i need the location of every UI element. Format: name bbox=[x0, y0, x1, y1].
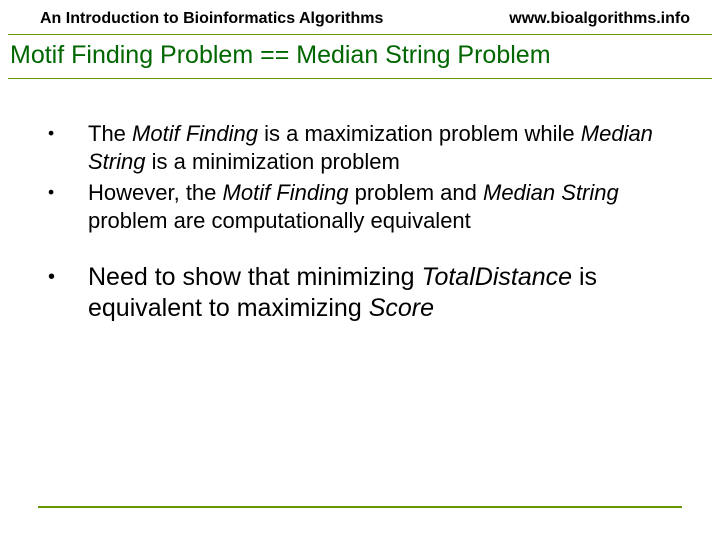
bullet-item: The Motif Finding is a maximization prob… bbox=[30, 120, 690, 175]
bullet-run: Score bbox=[369, 294, 434, 322]
bullet-item: Need to show that minimizing TotalDistan… bbox=[30, 262, 690, 325]
bullet-run: TotalDistance bbox=[421, 263, 572, 291]
bullet-run: problem are computationally equivalent bbox=[88, 208, 471, 233]
bullet-list: The Motif Finding is a maximization prob… bbox=[30, 120, 690, 325]
bullet-run: Motif Finding bbox=[223, 180, 349, 205]
bullet-run: Motif Finding bbox=[132, 121, 258, 146]
bullet-run: problem and bbox=[348, 180, 483, 205]
slide-body: The Motif Finding is a maximization prob… bbox=[30, 120, 690, 329]
slide-title: Motif Finding Problem == Median String P… bbox=[0, 35, 720, 78]
title-block: Motif Finding Problem == Median String P… bbox=[0, 34, 720, 79]
bullet-run: Need to show that minimizing bbox=[88, 263, 421, 291]
bullet-run: Median String bbox=[483, 180, 619, 205]
header-right: www.bioalgorithms.info bbox=[509, 10, 690, 28]
bullet-run: However, the bbox=[88, 180, 223, 205]
title-rule-bottom bbox=[8, 78, 712, 79]
bullet-run: is a maximization problem while bbox=[258, 121, 581, 146]
bullet-run: The bbox=[88, 121, 132, 146]
footer-rule bbox=[38, 506, 682, 508]
bullet-item: However, the Motif Finding problem and M… bbox=[30, 179, 690, 234]
slide-header: An Introduction to Bioinformatics Algori… bbox=[0, 10, 720, 28]
header-left: An Introduction to Bioinformatics Algori… bbox=[40, 10, 383, 28]
bullet-run: is a minimization problem bbox=[145, 149, 399, 174]
